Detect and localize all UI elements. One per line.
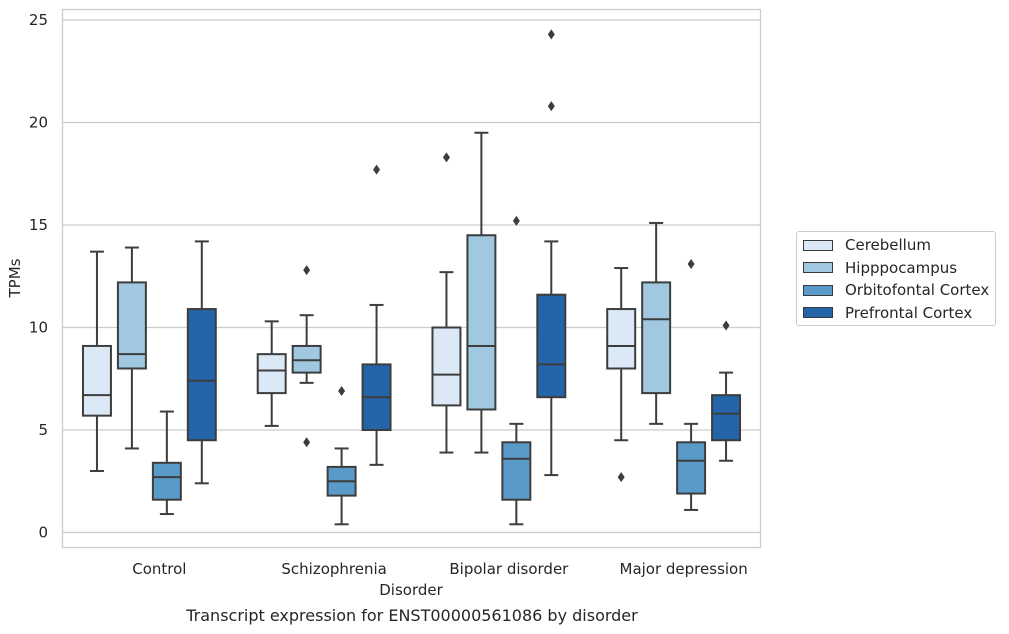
axis-ticks: 0 5 10 15 20 25 Control Schizophrenia Bipolar di…: [29, 11, 748, 578]
y-tick-label: 0: [38, 524, 48, 542]
iqr-box: [151, 461, 182, 501]
legend-label: Cerebellum: [845, 236, 931, 254]
legend-swatch: [803, 307, 833, 319]
legend-label: Hipppocampus: [845, 258, 958, 277]
iqr-box: [676, 441, 707, 495]
box-hipppocampus: [466, 131, 497, 454]
outlier-point: [338, 386, 346, 397]
box-orbitofontal-cortex: [326, 386, 357, 526]
outlier-point: [722, 320, 730, 331]
box-prefrontal-cortex: [186, 240, 217, 485]
x-tick-label: Major depression: [620, 560, 748, 578]
outlier-point: [373, 164, 381, 175]
y-tick-label: 5: [38, 421, 48, 439]
box-hipppocampus: [291, 265, 322, 448]
legend-item: Prefrontal Cortex: [803, 303, 972, 323]
x-tick-label: Bipolar disorder: [449, 560, 569, 578]
plot-area: [61, 8, 762, 549]
box-hipppocampus: [116, 246, 147, 450]
y-tick-label: 20: [29, 114, 48, 132]
outlier-point: [303, 437, 311, 448]
outlier-point: [617, 472, 625, 483]
iqr-box: [641, 281, 672, 395]
legend-item: Orbitofontal Cortex: [803, 280, 989, 300]
iqr-box: [291, 344, 322, 374]
box-hipppocampus: [641, 221, 672, 425]
outlier-point: [442, 152, 450, 163]
box-orbitofontal-cortex: [676, 258, 707, 511]
grid-lines: [62, 19, 761, 534]
iqr-box: [186, 308, 217, 442]
iqr-box: [606, 308, 637, 370]
box-orbitofontal-cortex: [501, 215, 532, 526]
y-tick-label: 10: [29, 319, 48, 337]
legend-swatch: [803, 262, 833, 274]
box-orbitofontal-cortex: [151, 410, 182, 516]
outlier-point: [547, 101, 555, 112]
y-tick-label: 15: [29, 216, 48, 234]
box-marks: [81, 29, 742, 526]
legend-item: Cerebellum: [803, 235, 931, 255]
box-prefrontal-cortex: [361, 164, 392, 466]
iqr-box: [256, 353, 287, 395]
box-cerebellum: [431, 152, 462, 454]
legend: Cerebellum Hipppocampus Orbitofontal Corte…: [796, 231, 996, 326]
iqr-box: [81, 344, 112, 417]
x-axis-label: Disorder: [379, 581, 443, 599]
legend-label: Prefrontal Cortex: [845, 303, 973, 322]
legend-label: Orbitofontal Cortex: [845, 281, 990, 300]
legend-swatch: [803, 284, 833, 296]
iqr-box: [466, 234, 497, 411]
chart-caption: Transcript expression for ENST0000056108…: [186, 606, 638, 625]
iqr-box: [536, 293, 567, 399]
legend-swatch: [803, 239, 833, 251]
outlier-point: [687, 258, 695, 269]
box-prefrontal-cortex: [711, 320, 742, 462]
iqr-box: [501, 441, 532, 501]
outlier-point: [512, 215, 520, 226]
y-tick-label: 25: [29, 11, 48, 29]
box-cerebellum: [256, 320, 287, 427]
box-cerebellum: [606, 267, 637, 483]
iqr-box: [711, 394, 742, 442]
x-tick-label: Control: [132, 560, 186, 578]
x-tick-label: Schizophrenia: [281, 560, 386, 578]
iqr-box: [116, 281, 147, 370]
box-prefrontal-cortex: [536, 29, 567, 477]
outlier-point: [303, 265, 311, 276]
legend-item: Hipppocampus: [803, 258, 957, 278]
box-cerebellum: [81, 250, 112, 472]
outlier-point: [547, 29, 555, 40]
y-axis-label: TPMs: [6, 258, 24, 298]
iqr-box: [431, 326, 462, 407]
